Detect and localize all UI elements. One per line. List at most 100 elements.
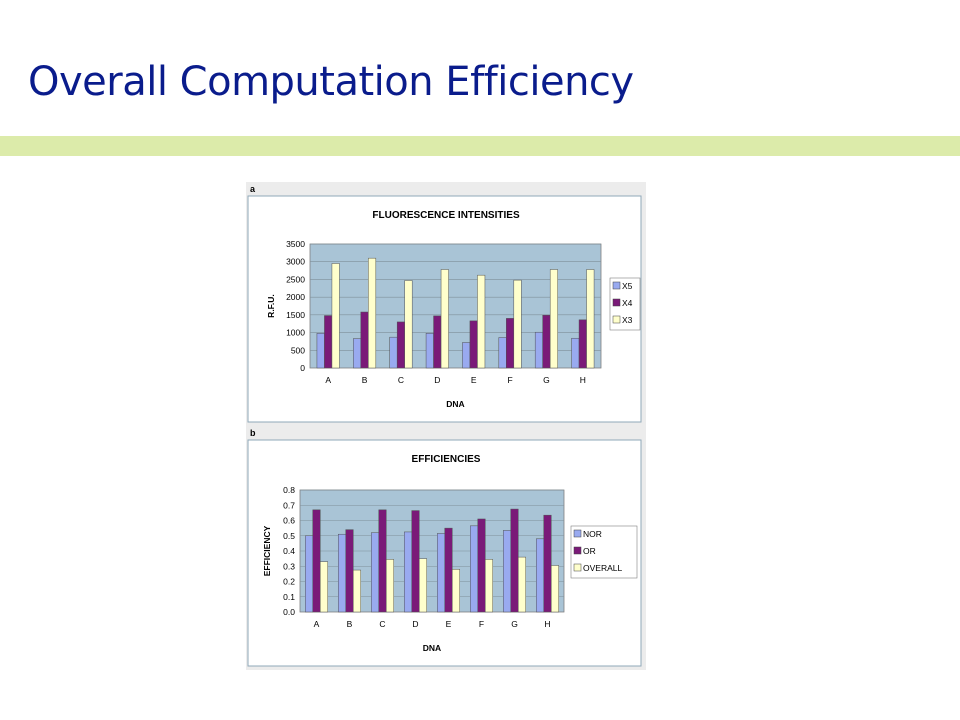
x-tick-label: D: [412, 619, 418, 629]
bar-nor-f: [470, 525, 478, 613]
legend-box: [570, 525, 638, 579]
bar-or-g: [510, 508, 519, 613]
bar-overall-g: [518, 556, 526, 613]
bar-x3-a: [331, 263, 340, 369]
figure: a FLUORESCENCE INTENSITIES 0 500 1000 1500 20…: [246, 182, 646, 670]
bar-x5-g: [534, 331, 543, 369]
y-tick-label: 500: [291, 345, 305, 355]
x-tick-label: B: [347, 619, 353, 629]
legend-label-overall: OVERALL: [583, 563, 622, 573]
bar-x5-d: [425, 333, 434, 369]
y-tick-label: 2500: [286, 274, 305, 284]
bar-or-a: [312, 509, 321, 613]
legend-swatch-x3: [612, 315, 621, 324]
bar-or-d: [411, 510, 420, 613]
x-tick-label: E: [471, 375, 477, 385]
x-tick-label: G: [511, 619, 518, 629]
x-tick-label: F: [479, 619, 484, 629]
bar-overall-h: [551, 565, 559, 613]
y-tick-label: 3000: [286, 257, 305, 267]
x-tick-label: A: [325, 375, 331, 385]
legend-swatch-overall: [573, 563, 582, 572]
bar-x3-d: [440, 269, 449, 369]
panel-b-label: b: [250, 428, 256, 438]
y-axis-label: R.F.U.: [266, 294, 276, 318]
x-axis-label: DNA: [446, 399, 464, 409]
x-tick-label: G: [543, 375, 550, 385]
x-tick-label: C: [379, 619, 385, 629]
chart-title: FLUORESCENCE INTENSITIES: [372, 210, 520, 221]
bar-x5-e: [462, 342, 471, 369]
bar-x5-a: [316, 333, 325, 369]
bar-x3-h: [586, 269, 595, 369]
bar-nor-b: [338, 533, 346, 613]
bar-overall-b: [353, 569, 361, 613]
bar-nor-a: [305, 535, 313, 613]
bar-overall-d: [419, 558, 427, 613]
chart-efficiencies: EFFICIENCIES 0.0 0.1 0.2 0.3 0.4 0.5 0.6 0.7 0.8 E…: [262, 454, 638, 653]
bar-x4-g: [542, 314, 551, 369]
bar-x3-c: [404, 280, 413, 369]
x-tick-label: E: [446, 619, 452, 629]
bar-x3-g: [549, 269, 558, 369]
y-tick-label: 1500: [286, 310, 305, 320]
bar-or-e: [444, 527, 453, 613]
bar-x4-d: [433, 315, 442, 369]
y-tick-label: 1000: [286, 328, 305, 338]
x-tick-label: D: [434, 375, 440, 385]
legend-label-nor: NOR: [583, 529, 602, 539]
bar-x4-a: [324, 315, 333, 369]
chart-fluorescence: FLUORESCENCE INTENSITIES 0 500 1000 1500 2000…: [266, 210, 641, 409]
bar-x3-b: [368, 257, 377, 369]
bar-nor-h: [536, 538, 544, 613]
y-tick-label: 3500: [286, 239, 305, 249]
y-tick-label: 0.7: [283, 500, 295, 510]
chart-title: EFFICIENCIES: [412, 454, 481, 465]
x-tick-label: H: [544, 619, 550, 629]
bar-or-f: [477, 518, 486, 613]
bar-or-c: [378, 509, 387, 613]
bar-or-h: [543, 514, 552, 613]
x-tick-label: A: [314, 619, 320, 629]
bar-overall-f: [485, 559, 493, 613]
bar-x3-f: [513, 279, 522, 369]
legend-label-or: OR: [583, 546, 596, 556]
y-tick-label: 0: [300, 363, 305, 373]
bar-overall-e: [452, 569, 460, 613]
figure-canvas: a FLUORESCENCE INTENSITIES 0 500 1000 1500 20…: [247, 184, 642, 667]
bar-or-b: [345, 529, 354, 613]
legend-label-x5: X5: [622, 281, 633, 291]
y-axis-label: EFFICIENCY: [262, 525, 272, 576]
y-tick-label: 0.3: [283, 561, 295, 571]
x-axis-label: DNA: [423, 643, 441, 653]
y-tick-label: 0.0: [283, 607, 295, 617]
bar-nor-c: [371, 532, 379, 613]
x-tick-label: B: [362, 375, 368, 385]
legend-swatch-or: [573, 546, 582, 555]
title-accent-band: [0, 136, 960, 156]
bar-x4-c: [396, 321, 405, 369]
bar-x5-h: [571, 337, 580, 369]
y-tick-label: 0.2: [283, 577, 295, 587]
bar-overall-c: [386, 559, 394, 613]
bar-x5-b: [353, 338, 362, 369]
bar-overall-a: [320, 561, 328, 613]
bar-nor-g: [503, 530, 511, 613]
legend-swatch-nor: [573, 529, 582, 538]
bar-nor-e: [437, 533, 445, 613]
y-tick-label: 0.4: [283, 546, 295, 556]
legend-swatch-x4: [612, 298, 621, 307]
legend-label-x3: X3: [622, 315, 633, 325]
y-tick-label: 0.6: [283, 516, 295, 526]
bar-x4-h: [578, 319, 587, 369]
x-tick-label: C: [398, 375, 404, 385]
bar-nor-d: [404, 531, 412, 613]
bar-x3-e: [477, 274, 486, 369]
slide-title: Overall Computation Efficiency: [28, 59, 634, 105]
legend-label-x4: X4: [622, 298, 633, 308]
bar-x5-f: [498, 337, 507, 369]
legend-swatch-x5: [612, 281, 621, 290]
bar-x4-e: [469, 320, 478, 369]
bar-x5-c: [389, 336, 398, 369]
bar-x4-b: [360, 311, 369, 369]
